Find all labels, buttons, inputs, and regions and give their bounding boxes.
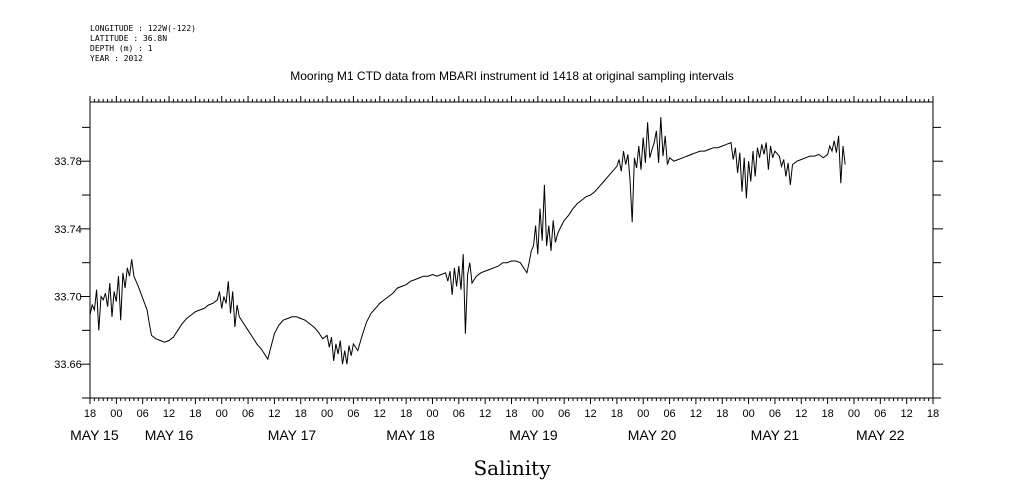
x-tick-label: 00 — [742, 408, 754, 420]
y-tick-labels: 33.66 33.70 33.74 33.78 — [54, 156, 82, 371]
x-tick-label: 18 — [716, 408, 728, 420]
plot-frame — [89, 101, 934, 399]
metadata-block: LONGITUDE : 122W(-122) LATITUDE : 36.8N … — [90, 24, 196, 63]
x-tick-label: 06 — [769, 408, 781, 420]
series-line — [89, 117, 846, 365]
x-tick-label: 00 — [426, 408, 438, 420]
x-tick-label: 06 — [242, 408, 254, 420]
y-tick-label: 33.78 — [54, 156, 82, 168]
x-tick-label: 06 — [453, 408, 465, 420]
x-tick-label: 00 — [637, 408, 649, 420]
x-tick-label: 06 — [137, 408, 149, 420]
x-tick-label: 06 — [347, 408, 359, 420]
date-labels: MAY 15 MAY 16 MAY 17 MAY 18 MAY 19 MAY 20 MAY … — [70, 427, 905, 443]
x-tick-label: 18 — [822, 408, 834, 420]
y-tick-label: 33.70 — [54, 292, 82, 304]
x-tick-label: 06 — [874, 408, 886, 420]
date-label: MAY 20 — [628, 427, 677, 443]
meta-latitude: LATITUDE : 36.8N — [90, 34, 167, 43]
x-tick-label: 12 — [901, 408, 913, 420]
date-label: MAY 17 — [268, 427, 317, 443]
x-tick-label: 00 — [848, 408, 860, 420]
x-tick-label: 18 — [611, 408, 623, 420]
date-label: MAY 22 — [856, 427, 905, 443]
date-label: MAY 18 — [386, 427, 435, 443]
date-label: MAY 15 — [70, 427, 119, 443]
x-tick-label: 18 — [927, 408, 939, 420]
x-axis-label: Salinity — [473, 456, 551, 480]
x-tick-label: 06 — [663, 408, 675, 420]
meta-depth: DEPTH (m) : 1 — [90, 44, 153, 53]
x-tick-label: 18 — [84, 408, 96, 420]
y-tick-label: 33.74 — [54, 224, 82, 236]
axis-ticks — [80, 96, 943, 404]
x-tick-label: 06 — [558, 408, 570, 420]
x-tick-label: 12 — [268, 408, 280, 420]
x-tick-label: 12 — [795, 408, 807, 420]
x-tick-label: 12 — [374, 408, 386, 420]
x-tick-label: 00 — [321, 408, 333, 420]
meta-longitude: LONGITUDE : 122W(-122) — [90, 24, 196, 33]
x-tick-label: 00 — [110, 408, 122, 420]
x-tick-label: 18 — [505, 408, 517, 420]
x-tick-label: 18 — [400, 408, 412, 420]
x-tick-label: 12 — [163, 408, 175, 420]
x-tick-label: 18 — [189, 408, 201, 420]
x-tick-label: 12 — [690, 408, 702, 420]
x-tick-label: 12 — [479, 408, 491, 420]
chart-title: Mooring M1 CTD data from MBARI instrumen… — [290, 69, 734, 83]
date-label: MAY 16 — [145, 427, 194, 443]
x-tick-label: 12 — [584, 408, 596, 420]
x-tick-label: 00 — [216, 408, 228, 420]
date-label: MAY 19 — [509, 427, 558, 443]
date-label: MAY 21 — [751, 427, 800, 443]
x-tick-labels: 18 00 06 12 18 00 06 12 18 00 06 12 18 00 06 12 18 00 06 12… — [84, 408, 939, 420]
meta-year: YEAR : 2012 — [90, 54, 143, 63]
y-tick-label: 33.66 — [54, 359, 82, 371]
x-tick-label: 00 — [532, 408, 544, 420]
x-tick-label: 18 — [295, 408, 307, 420]
